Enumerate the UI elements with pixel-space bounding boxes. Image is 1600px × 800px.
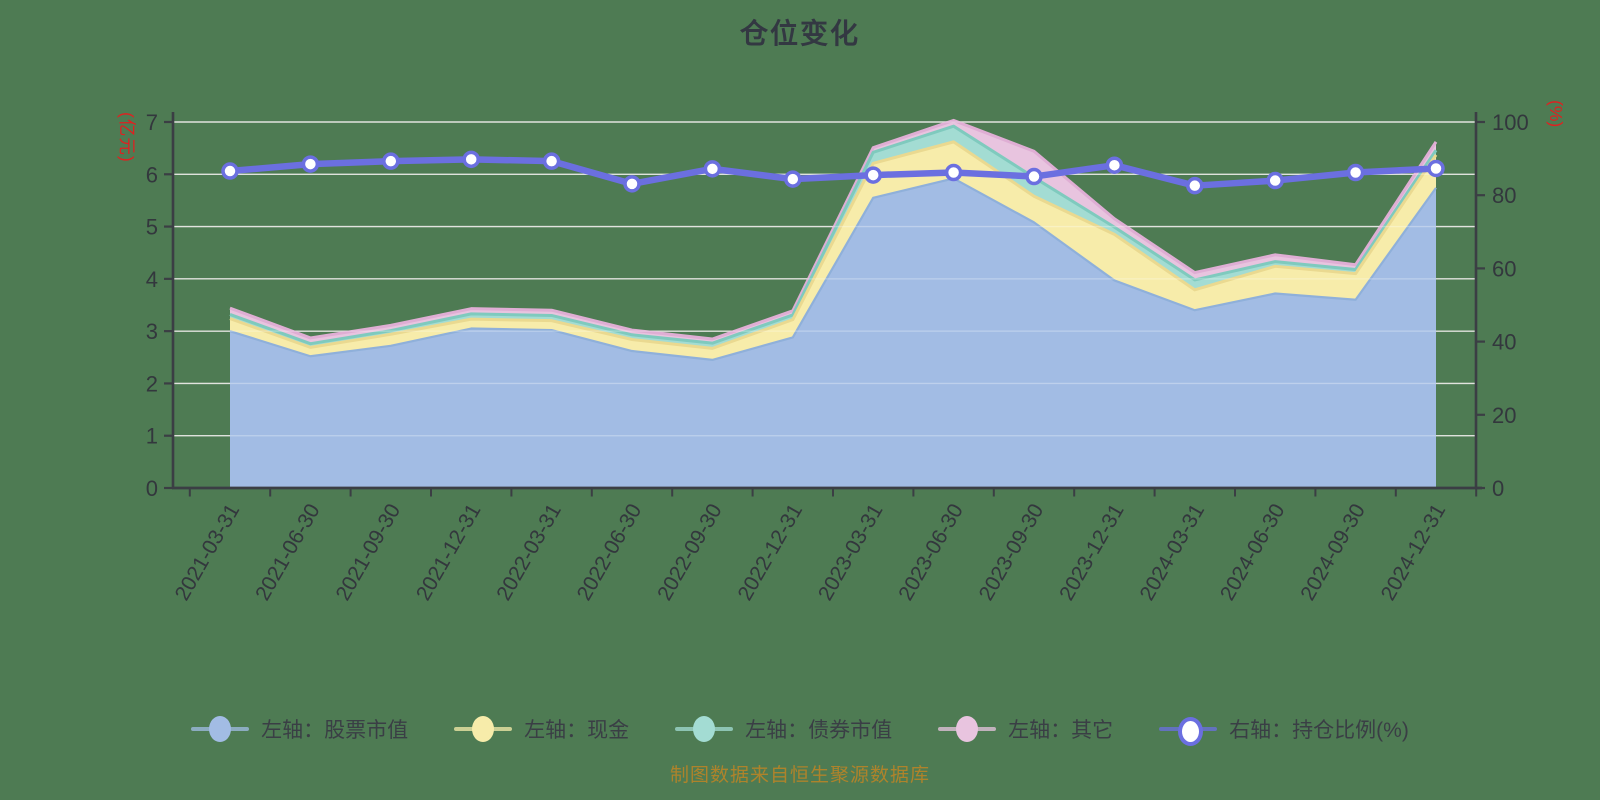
ratio-data-point[interactable]	[1266, 171, 1284, 190]
x-axis-label: 2024-12-31	[1377, 500, 1451, 605]
ratio-data-point[interactable]	[1346, 163, 1365, 182]
x-axis-label: 2024-09-30	[1296, 500, 1370, 605]
area-edge-other	[229, 118, 1438, 341]
ratio-data-point[interactable]	[301, 155, 320, 173]
x-axis-label: 2021-09-30	[332, 500, 406, 605]
legend-item-bond[interactable]: 左轴：债券市值	[675, 712, 892, 746]
x-axis-label: 2024-06-30	[1216, 500, 1290, 605]
ratio-data-point[interactable]	[542, 152, 561, 170]
x-axis-label: 2022-09-30	[653, 500, 727, 605]
chart-title: 仓位变化	[739, 18, 860, 49]
right-axis-tick-label: 40	[1492, 330, 1516, 355]
x-axis-label: 2021-03-31	[171, 500, 245, 605]
ratio-series-marker-icon	[1159, 712, 1218, 746]
legend-label: 左轴：股票市值	[261, 719, 409, 742]
ratio-data-point[interactable]	[864, 166, 882, 184]
x-axis-label: 2023-09-30	[975, 500, 1049, 605]
left-axis-tick-label: 0	[146, 476, 158, 501]
chart-legend: 左轴：股票市值 左轴：现金 左轴：债券市值 左轴：其它 右轴：持仓比例(%)	[0, 712, 1600, 746]
ratio-data-point[interactable]	[703, 160, 722, 178]
left-axis-tick-label: 4	[146, 267, 158, 292]
left-axis-tick-label: 6	[146, 162, 158, 187]
legend-item-stock[interactable]: 左轴：股票市值	[191, 712, 408, 746]
legend-item-other[interactable]: 左轴：其它	[938, 712, 1113, 746]
legend-label: 左轴：其它	[1008, 719, 1114, 742]
right-axis-tick-label: 60	[1492, 256, 1516, 281]
x-axis-label: 2021-12-31	[412, 500, 486, 605]
ratio-data-point[interactable]	[784, 170, 802, 188]
x-axis-label: 2023-03-31	[814, 500, 888, 605]
x-axis-label: 2023-12-31	[1055, 500, 1129, 605]
legend-label: 左轴：债券市值	[745, 719, 893, 742]
left-axis-tick-label: 1	[146, 424, 158, 449]
legend-label: 左轴：现金	[524, 719, 630, 742]
data-source-note: 制图数据来自恒生聚源数据库	[669, 765, 930, 786]
legend-item-position-ratio[interactable]: 右轴：持仓比例(%)	[1159, 712, 1409, 746]
left-axis-tick-label: 3	[146, 319, 158, 344]
area-edge-stock	[229, 177, 1437, 361]
stock-series-marker-icon	[191, 712, 250, 746]
ratio-data-point[interactable]	[944, 163, 963, 182]
x-axis-label: 2023-06-30	[894, 500, 968, 605]
right-axis-tick-label: 100	[1492, 110, 1529, 135]
left-axis-tick-label: 2	[146, 371, 158, 396]
ratio-data-point[interactable]	[1025, 167, 1043, 186]
other-series-marker-icon	[938, 712, 997, 746]
left-axis-tick-label: 7	[146, 110, 158, 135]
ratio-data-point[interactable]	[623, 175, 641, 193]
ratio-data-point[interactable]	[1186, 176, 1204, 195]
legend-item-cash[interactable]: 左轴：现金	[454, 712, 629, 746]
ratio-line	[226, 156, 1440, 189]
ratio-data-point[interactable]	[1427, 159, 1445, 178]
x-axis-label: 2024-03-31	[1136, 500, 1210, 605]
ratio-data-point[interactable]	[382, 152, 400, 170]
right-axis-tick-label: 20	[1492, 403, 1516, 428]
area-edge-cash	[229, 140, 1438, 350]
right-axis-tick-label: 80	[1492, 183, 1516, 208]
x-axis-label: 2022-06-30	[573, 500, 647, 605]
legend-label: 右轴：持仓比例(%)	[1229, 719, 1409, 742]
x-axis-label: 2021-06-30	[251, 500, 325, 605]
x-axis-label: 2022-12-31	[734, 500, 808, 605]
x-axis-label: 2022-03-31	[492, 500, 566, 605]
area-stock	[230, 178, 1436, 488]
ratio-data-point[interactable]	[1105, 156, 1124, 174]
ratio-data-point[interactable]	[221, 162, 239, 180]
ratio-data-point[interactable]	[462, 150, 480, 169]
left-axis-tick-label: 5	[146, 215, 158, 240]
right-axis-tick-label: 0	[1492, 476, 1504, 501]
cash-series-marker-icon	[454, 712, 513, 746]
bond-series-marker-icon	[675, 712, 734, 746]
area-edge-bond	[229, 124, 1438, 346]
